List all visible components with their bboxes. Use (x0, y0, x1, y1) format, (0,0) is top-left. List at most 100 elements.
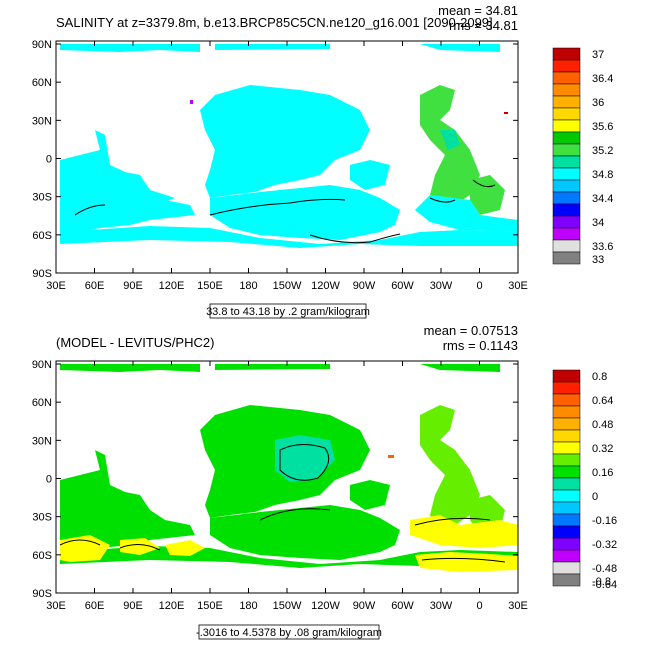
lon-label: 180 (239, 280, 257, 292)
colorbar-label: 0.32 (592, 443, 613, 455)
lon-label: 120E (159, 280, 185, 292)
panel1-lon-labels: 30E 60E 90E 120E 150E 180 150W 120W 90W 60W 30W 0 30… (46, 280, 528, 292)
colorbar-swatch (552, 513, 581, 527)
colorbar-swatch (552, 369, 581, 383)
colorbar-label: 0.48 (592, 419, 613, 431)
colorbar-label: 35.6 (592, 121, 613, 133)
colorbar-swatch (552, 131, 581, 145)
colorbar-swatch (552, 191, 581, 205)
lon-label: 120W (311, 600, 340, 612)
lat-label: 30S (32, 512, 52, 524)
colorbar-swatch (552, 501, 581, 515)
colorbar-label: 0 (592, 491, 598, 503)
colorbar-swatch (552, 71, 581, 85)
panel1-rms: rms = 34.81 (449, 18, 518, 33)
lat-label: 0 (46, 474, 52, 486)
colorbar-swatch (552, 561, 581, 575)
lon-label: 120E (159, 600, 185, 612)
colorbar-swatch (552, 107, 581, 121)
colorbar-swatch (552, 549, 581, 563)
lon-label: 0 (476, 280, 482, 292)
colorbar-label: 0.8 (592, 371, 607, 383)
colorbar-swatch (552, 119, 581, 133)
colorbar-label: 35.2 (592, 145, 613, 157)
lon-label: 150W (273, 280, 302, 292)
colorbar-label: -0.48 (592, 563, 617, 575)
colorbar-swatch (552, 59, 581, 73)
lon-label: 150E (197, 280, 223, 292)
panel2-mean: mean = 0.07513 (424, 323, 518, 338)
colorbar-label: 34 (592, 217, 604, 229)
panel-salinity: SALINITY at z=3379.8m, b.e13.BRCP85C5CN.… (32, 3, 613, 319)
panel2-range-label: -.3016 to 4.5378 by .08 gram/kilogram (196, 627, 382, 639)
lat-label: 60N (32, 397, 52, 409)
lon-label: 60W (391, 600, 414, 612)
lon-label: 0 (476, 600, 482, 612)
colorbar-swatch (552, 83, 581, 97)
colorbar-swatch (552, 179, 581, 193)
colorbar-swatch (552, 393, 581, 407)
panel1-lat-labels: 90N 60N 30N 0 30S 60S 90S (32, 39, 52, 280)
colorbar-swatch (552, 489, 581, 503)
panel1-range-label: 33.8 to 43.18 by .2 gram/kilogram (206, 306, 370, 318)
colorbar-label: 0.16 (592, 467, 613, 479)
lat-label: 30N (32, 115, 52, 127)
colorbar-label: 37 (592, 49, 604, 61)
panel2-colorbar-labels: 0.8 0.64 0.48 0.32 0.16 0 -0.16 -0.32 -0.48 -0.64… (592, 371, 617, 591)
lon-label: 90W (353, 280, 376, 292)
lon-label: 90E (123, 280, 143, 292)
lon-label: 150E (197, 600, 223, 612)
lon-label: 60W (391, 280, 414, 292)
lat-label: 30N (32, 435, 52, 447)
colorbar-swatch (552, 381, 581, 395)
lon-label: 30E (46, 600, 66, 612)
panel2-range-box (198, 624, 380, 640)
colorbar-label: -0.64 (592, 579, 617, 591)
panel2-ticks (55, 361, 519, 594)
colorbar-swatch (552, 167, 581, 181)
panel1-contours (74, 179, 496, 244)
lon-label: 150W (273, 600, 302, 612)
lon-label: 30E (46, 280, 66, 292)
panel1-mean: mean = 34.81 (438, 3, 518, 18)
lat-label: 60S (32, 230, 52, 242)
panel2-lat-labels: 90N 60N 30N 0 30S 60S 90S (32, 359, 52, 600)
colorbar-swatch (552, 47, 581, 61)
colorbar-swatch (552, 477, 581, 491)
panel-difference: (MODEL - LEVITUS/PHC2) mean = 0.07513 rm… (32, 323, 617, 640)
lat-label: 60S (32, 550, 52, 562)
panel1-ocean-field (60, 44, 518, 248)
colorbar-swatch (552, 537, 581, 551)
panel1-colorbar (552, 47, 581, 265)
panel1-title: SALINITY at z=3379.8m, b.e13.BRCP85C5CN.… (56, 15, 493, 30)
lon-label: 30W (430, 280, 453, 292)
colorbar-swatch (552, 453, 581, 467)
colorbar-swatch (552, 525, 581, 539)
colorbar-label: 33 (592, 254, 604, 266)
colorbar-swatch (552, 405, 581, 419)
colorbar-label: 34.8 (592, 169, 613, 181)
lat-label: 90N (32, 39, 52, 51)
panel1-colorbar-labels: 37 36.4 36 35.6 35.2 34.8 34.4 34 33.633 (592, 49, 613, 266)
colorbar-swatch (552, 573, 581, 587)
lat-label: 90S (32, 588, 52, 600)
panel2-contours (59, 444, 506, 563)
lat-label: 90S (32, 268, 52, 280)
colorbar-swatch (552, 251, 581, 265)
colorbar-label: 33.6 (592, 241, 613, 253)
lon-label: 120W (311, 280, 340, 292)
lat-label: 60N (32, 77, 52, 89)
lon-label: 30W (430, 600, 453, 612)
panel2-lon-labels: 30E 60E 90E 120E 150E 180 150W 120W 90W 60W 30W 0 30… (46, 600, 528, 612)
colorbar-swatch (552, 429, 581, 443)
colorbar-label: -0.8 (592, 576, 611, 588)
colorbar-label: 36.4 (592, 73, 613, 85)
colorbar-label: -0.32 (592, 539, 617, 551)
colorbar-swatch (552, 203, 581, 217)
colorbar-label: -0.16 (592, 515, 617, 527)
panel2-rms: rms = 0.1143 (443, 338, 518, 353)
colorbar-label: 34.4 (592, 193, 613, 205)
colorbar-swatch (552, 227, 581, 241)
panel2-colorbar (552, 369, 581, 587)
